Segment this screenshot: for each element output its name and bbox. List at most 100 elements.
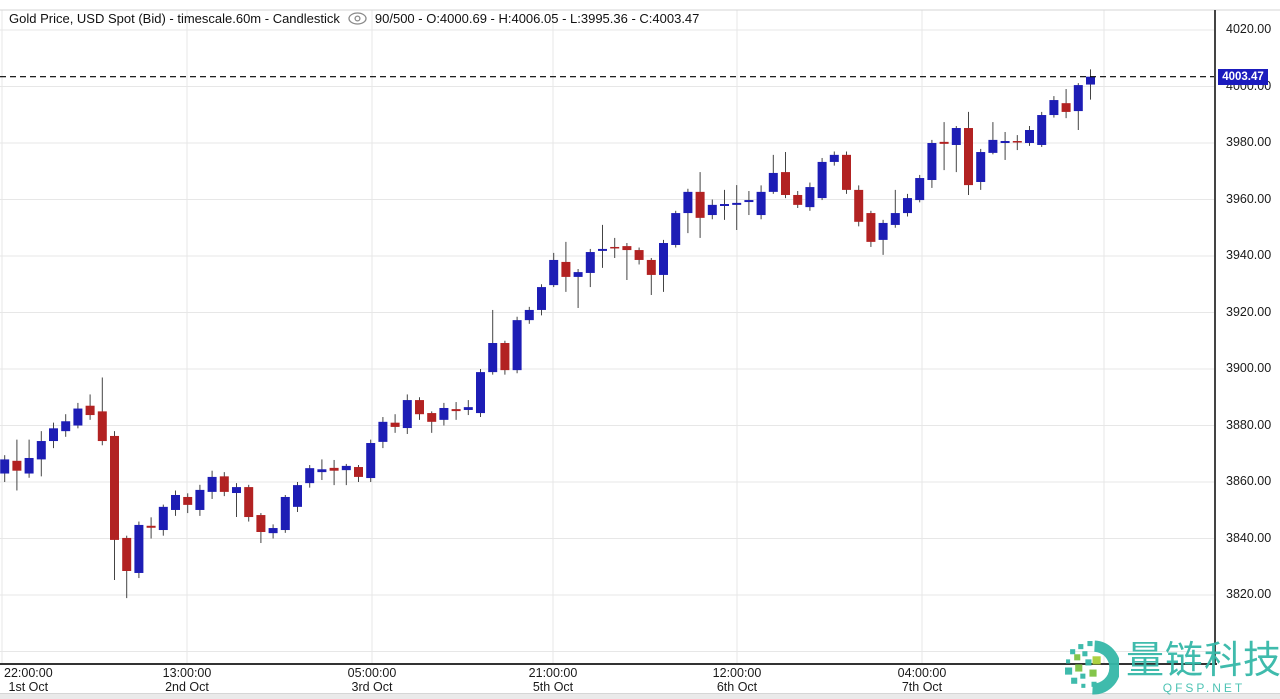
x-axis-date: 5th Oct (532, 680, 574, 694)
candle (97, 411, 107, 442)
candle (842, 154, 851, 190)
candle (402, 400, 412, 429)
x-axis-time: 04:00:00 (897, 666, 947, 680)
candle (1037, 115, 1047, 145)
candle (634, 250, 644, 260)
candle (1025, 130, 1034, 143)
candle (183, 496, 193, 505)
y-axis-tick: 3840.00 (1226, 530, 1272, 545)
candle (561, 261, 571, 277)
candle (1073, 85, 1083, 112)
candle (866, 213, 876, 242)
candle (781, 172, 790, 195)
candle (817, 161, 827, 199)
candle (256, 515, 266, 533)
candle (146, 525, 156, 528)
candle (610, 246, 620, 249)
candle (366, 443, 376, 479)
candle (219, 476, 229, 492)
candle (134, 524, 144, 573)
y-axis-tick: 3920.00 (1226, 304, 1272, 319)
x-axis-time: 13:00:00 (162, 666, 212, 680)
watermark: 量链科技 QFSP.NET (1064, 640, 1280, 695)
candle (1012, 141, 1022, 143)
candle (793, 194, 803, 205)
candle (732, 202, 742, 205)
candle (1049, 100, 1059, 116)
candle (122, 537, 132, 571)
candle (24, 457, 34, 474)
x-axis-label: 05:00:00 3rd Oct (348, 666, 397, 694)
x-axis-time: 21:00:00 (528, 666, 578, 680)
candle (158, 506, 168, 531)
x-axis-label: 12:00:00 6th Oct (713, 666, 762, 694)
candle (232, 487, 241, 494)
candle (549, 259, 559, 286)
candle (1000, 141, 1010, 143)
candle (427, 413, 437, 422)
candle (293, 485, 302, 507)
candle (695, 191, 705, 218)
candle (73, 408, 83, 426)
candle (964, 128, 973, 186)
y-axis-tick: 3980.00 (1226, 135, 1272, 149)
candle (622, 246, 632, 251)
current-price-badge: 4003.47 (1218, 69, 1268, 86)
eye-icon[interactable] (348, 12, 367, 25)
candle (988, 139, 998, 153)
candle (12, 460, 22, 471)
candle (207, 476, 217, 492)
candle (829, 154, 839, 162)
candle (768, 172, 778, 192)
x-axis-date: 6th Oct (716, 680, 758, 694)
candle (171, 494, 180, 510)
y-axis-tick: 4020.00 (1226, 22, 1272, 36)
y-axis-tick: 3900.00 (1226, 361, 1272, 375)
candle (951, 128, 961, 145)
x-axis-label: 13:00:00 2nd Oct (163, 666, 212, 694)
candle (317, 469, 327, 473)
candle (915, 178, 925, 201)
candle (268, 528, 278, 534)
candle (110, 435, 119, 540)
candle (61, 421, 71, 432)
candle (378, 421, 388, 442)
watermark-logo (1065, 640, 1119, 695)
candle (744, 200, 754, 203)
candle (976, 152, 986, 182)
candle (451, 409, 461, 412)
candle (476, 372, 485, 414)
candle (1061, 103, 1071, 112)
candle (573, 272, 583, 277)
candle (683, 191, 693, 214)
candle (512, 320, 522, 371)
candle (756, 191, 766, 216)
candle (500, 343, 510, 371)
candle (439, 407, 449, 420)
y-axis-tick: 3820.00 (1226, 587, 1272, 601)
watermark-brand: 量链科技 (1125, 639, 1280, 682)
candle (0, 459, 10, 474)
candle (341, 465, 351, 471)
candle (537, 287, 546, 310)
candle (488, 343, 498, 373)
x-axis-time: 05:00:00 (347, 666, 397, 680)
bottom-scrollbar-strip[interactable] (0, 693, 1280, 699)
candle (354, 467, 363, 477)
y-axis-tick: 3860.00 (1226, 474, 1272, 488)
candle (890, 213, 900, 225)
candle (585, 252, 595, 273)
candle (85, 405, 95, 416)
candle (707, 204, 717, 216)
y-axis-tick: 3960.00 (1226, 191, 1272, 206)
x-axis-date: 7th Oct (901, 680, 943, 694)
watermark-domain: QFSP.NET (1162, 680, 1246, 695)
ohlc-readout: 90/500 - O:4000.69 - H:4006.05 - L:3995.… (374, 11, 700, 26)
x-axis-time: 22:00:00 (4, 666, 53, 680)
candle (195, 489, 205, 510)
candle (903, 198, 912, 214)
candle (939, 141, 949, 144)
candle (1086, 76, 1095, 85)
